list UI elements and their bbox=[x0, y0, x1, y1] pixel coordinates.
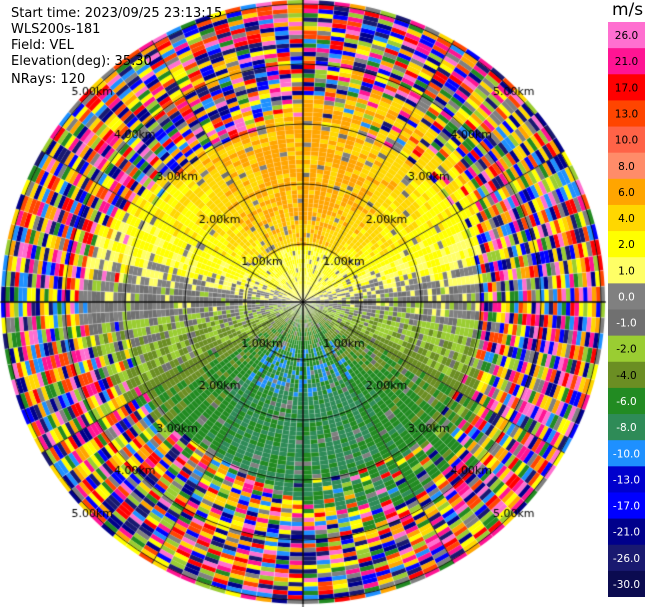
colorbar-swatch bbox=[608, 100, 645, 128]
colorbar-swatch bbox=[608, 466, 645, 493]
colorbar-swatch bbox=[608, 570, 645, 597]
start-time-label: Start time: 2023/09/25 23:13:15 bbox=[11, 6, 223, 21]
colorbar-swatch bbox=[608, 74, 645, 101]
colorbar-unit: m/s bbox=[612, 0, 644, 20]
nrays-label: NRays: 120 bbox=[11, 72, 86, 87]
colorbar-swatch bbox=[608, 283, 645, 310]
colorbar-tick-label: 2.0 bbox=[618, 239, 635, 251]
colorbar-tick-label: -10.0 bbox=[613, 448, 640, 460]
colorbar-swatch bbox=[608, 387, 645, 415]
colorbar-swatch bbox=[608, 518, 645, 546]
colorbar-tick-label: 0.0 bbox=[618, 291, 635, 303]
colorbar-swatch bbox=[608, 22, 645, 49]
colorbar-tick-label: 17.0 bbox=[615, 82, 638, 94]
colorbar-swatch bbox=[608, 309, 645, 337]
colorbar-swatch bbox=[608, 544, 645, 572]
colorbar-swatch bbox=[608, 204, 645, 232]
colorbar-tick-label: 1.0 bbox=[618, 265, 635, 277]
colorbar-swatch bbox=[608, 440, 645, 467]
colorbar-swatch bbox=[608, 231, 645, 258]
colorbar-swatch bbox=[608, 178, 645, 206]
colorbar-tick-label: -17.0 bbox=[613, 501, 640, 513]
colorbar-tick-label: 6.0 bbox=[618, 187, 635, 199]
colorbar-tick-label: -1.0 bbox=[616, 318, 637, 330]
colorbar-tick-label: -30.0 bbox=[613, 579, 640, 591]
colorbar-tick-label: -26.0 bbox=[613, 553, 640, 565]
colorbar-tick-label: 13.0 bbox=[615, 108, 638, 120]
colorbar-swatch bbox=[608, 48, 645, 75]
colorbar-swatch bbox=[608, 257, 645, 284]
colorbar-swatch bbox=[608, 335, 645, 363]
instrument-label: WLS200s-181 bbox=[11, 22, 101, 37]
colorbar-tick-label: -8.0 bbox=[616, 422, 637, 434]
colorbar-tick-label: 21.0 bbox=[615, 56, 638, 68]
colorbar-swatch bbox=[608, 414, 645, 441]
elevation-label: Elevation(deg): 35.30 bbox=[11, 54, 152, 69]
field-label: Field: VEL bbox=[11, 38, 74, 53]
colorbar-tick-label: 8.0 bbox=[618, 161, 635, 173]
colorbar-tick-label: -21.0 bbox=[613, 527, 640, 539]
colorbar-tick-label: 10.0 bbox=[615, 135, 638, 147]
colorbar-tick-label: -6.0 bbox=[616, 396, 637, 408]
colorbar-tick-label: 4.0 bbox=[618, 213, 635, 225]
colorbar-swatch bbox=[608, 361, 645, 389]
colorbar-swatch bbox=[608, 152, 645, 180]
colorbar-swatch bbox=[608, 126, 645, 154]
colorbar-tick-label: -2.0 bbox=[616, 344, 637, 356]
colorbar: 26.0 21.0 17.0 13.0 10.0 8.0 6.0 4.0 2.0 1.0 0.0 -1… bbox=[608, 22, 645, 597]
colorbar-tick-label: -4.0 bbox=[616, 370, 637, 382]
colorbar-tick-label: -13.0 bbox=[613, 474, 640, 486]
colorbar-tick-label: 26.0 bbox=[615, 30, 638, 42]
colorbar-swatch bbox=[608, 492, 645, 520]
